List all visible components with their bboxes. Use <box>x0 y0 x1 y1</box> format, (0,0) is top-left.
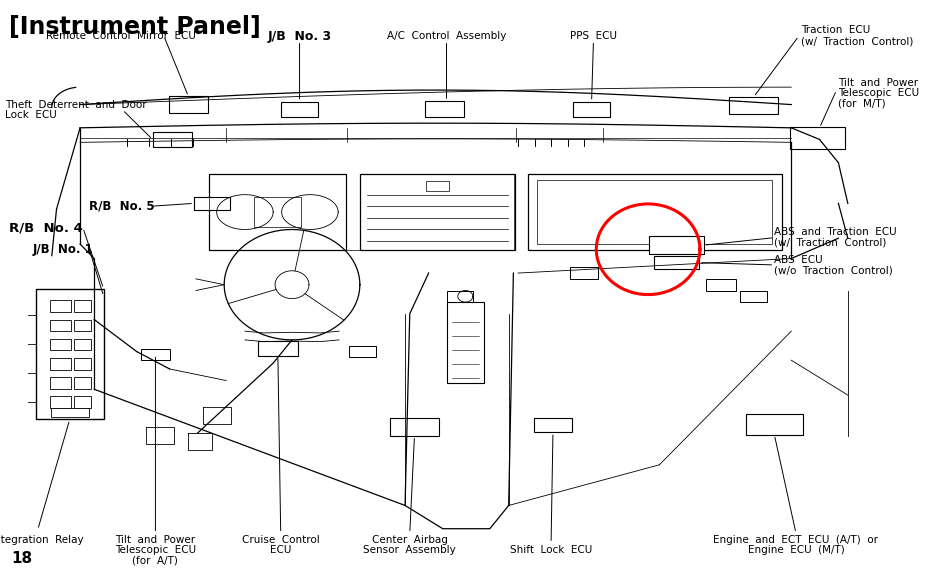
Bar <box>649 236 704 254</box>
Bar <box>390 418 439 436</box>
Bar <box>349 346 376 357</box>
Bar <box>447 302 484 383</box>
Bar <box>528 174 782 250</box>
Text: (w/  Traction  Control): (w/ Traction Control) <box>801 37 913 47</box>
Text: A/C  Control  Assembly: A/C Control Assembly <box>387 31 506 41</box>
Bar <box>74 339 91 350</box>
Bar <box>74 300 91 312</box>
Text: R/B  No. 4: R/B No. 4 <box>9 221 83 234</box>
Text: Cruise  Control: Cruise Control <box>242 535 319 546</box>
Bar <box>729 97 778 114</box>
Bar <box>573 102 610 117</box>
Text: J/B  No. 1: J/B No. 1 <box>33 243 93 256</box>
Text: (for  A/T): (for A/T) <box>133 555 178 565</box>
Bar <box>360 174 515 250</box>
Text: ABS  and  Traction  ECU: ABS and Traction ECU <box>774 227 897 238</box>
Bar <box>281 102 318 117</box>
Text: Integration  Relay: Integration Relay <box>0 535 84 546</box>
Bar <box>74 358 91 370</box>
Bar <box>36 289 104 419</box>
Text: Tilt  and  Power: Tilt and Power <box>115 535 196 546</box>
Text: Telescopic  ECU: Telescopic ECU <box>115 545 196 555</box>
Text: (w/o  Traction  Control): (w/o Traction Control) <box>774 265 893 275</box>
Bar <box>141 349 170 360</box>
Bar <box>50 339 71 350</box>
Text: [Instrument Panel]: [Instrument Panel] <box>9 15 261 38</box>
Text: R/B  No. 5: R/B No. 5 <box>89 200 155 213</box>
Text: Remote  Control  Mirror  ECU: Remote Control Mirror ECU <box>45 31 196 41</box>
Bar <box>50 300 71 312</box>
Text: Sensor  Assembly: Sensor Assembly <box>364 545 456 555</box>
Bar <box>253 197 301 227</box>
Bar <box>537 180 772 244</box>
Bar <box>169 96 208 113</box>
Bar <box>258 341 298 356</box>
Text: ECU: ECU <box>270 545 291 555</box>
Text: (for  M/T): (for M/T) <box>838 98 886 109</box>
Bar <box>194 197 230 210</box>
Text: Telescopic  ECU: Telescopic ECU <box>838 88 919 98</box>
Text: Shift  Lock  ECU: Shift Lock ECU <box>510 545 593 555</box>
Bar <box>447 291 473 302</box>
Text: Center  Airbag: Center Airbag <box>372 535 447 546</box>
Text: PPS  ECU: PPS ECU <box>570 31 617 41</box>
Text: Traction  ECU: Traction ECU <box>801 25 870 35</box>
Bar <box>570 267 598 279</box>
Bar <box>51 408 89 417</box>
Bar <box>74 377 91 389</box>
Bar <box>74 396 91 408</box>
Bar <box>706 279 736 290</box>
Bar <box>425 101 464 117</box>
Bar <box>50 396 71 408</box>
Bar <box>746 414 803 435</box>
Text: Lock  ECU: Lock ECU <box>5 110 57 120</box>
Text: ABS  ECU: ABS ECU <box>774 254 823 265</box>
Bar <box>50 320 71 331</box>
Text: Engine  and  ECT  ECU  (A/T)  or: Engine and ECT ECU (A/T) or <box>713 535 879 546</box>
Bar <box>50 358 71 370</box>
Text: Engine  ECU  (M/T): Engine ECU (M/T) <box>748 545 844 555</box>
Bar <box>654 256 699 269</box>
Text: Theft  Deterrent  and  Door: Theft Deterrent and Door <box>5 99 146 110</box>
Bar <box>209 174 346 250</box>
Bar <box>740 291 767 302</box>
Text: J/B  No. 3: J/B No. 3 <box>268 30 332 42</box>
Bar <box>50 377 71 389</box>
Bar <box>790 127 845 149</box>
Text: 18: 18 <box>11 551 32 566</box>
Bar <box>74 320 91 331</box>
Bar <box>426 181 449 191</box>
Text: (w/  Traction  Control): (w/ Traction Control) <box>774 238 886 248</box>
Bar <box>153 132 192 147</box>
Bar <box>534 418 572 432</box>
Text: Tilt  and  Power: Tilt and Power <box>838 77 918 88</box>
